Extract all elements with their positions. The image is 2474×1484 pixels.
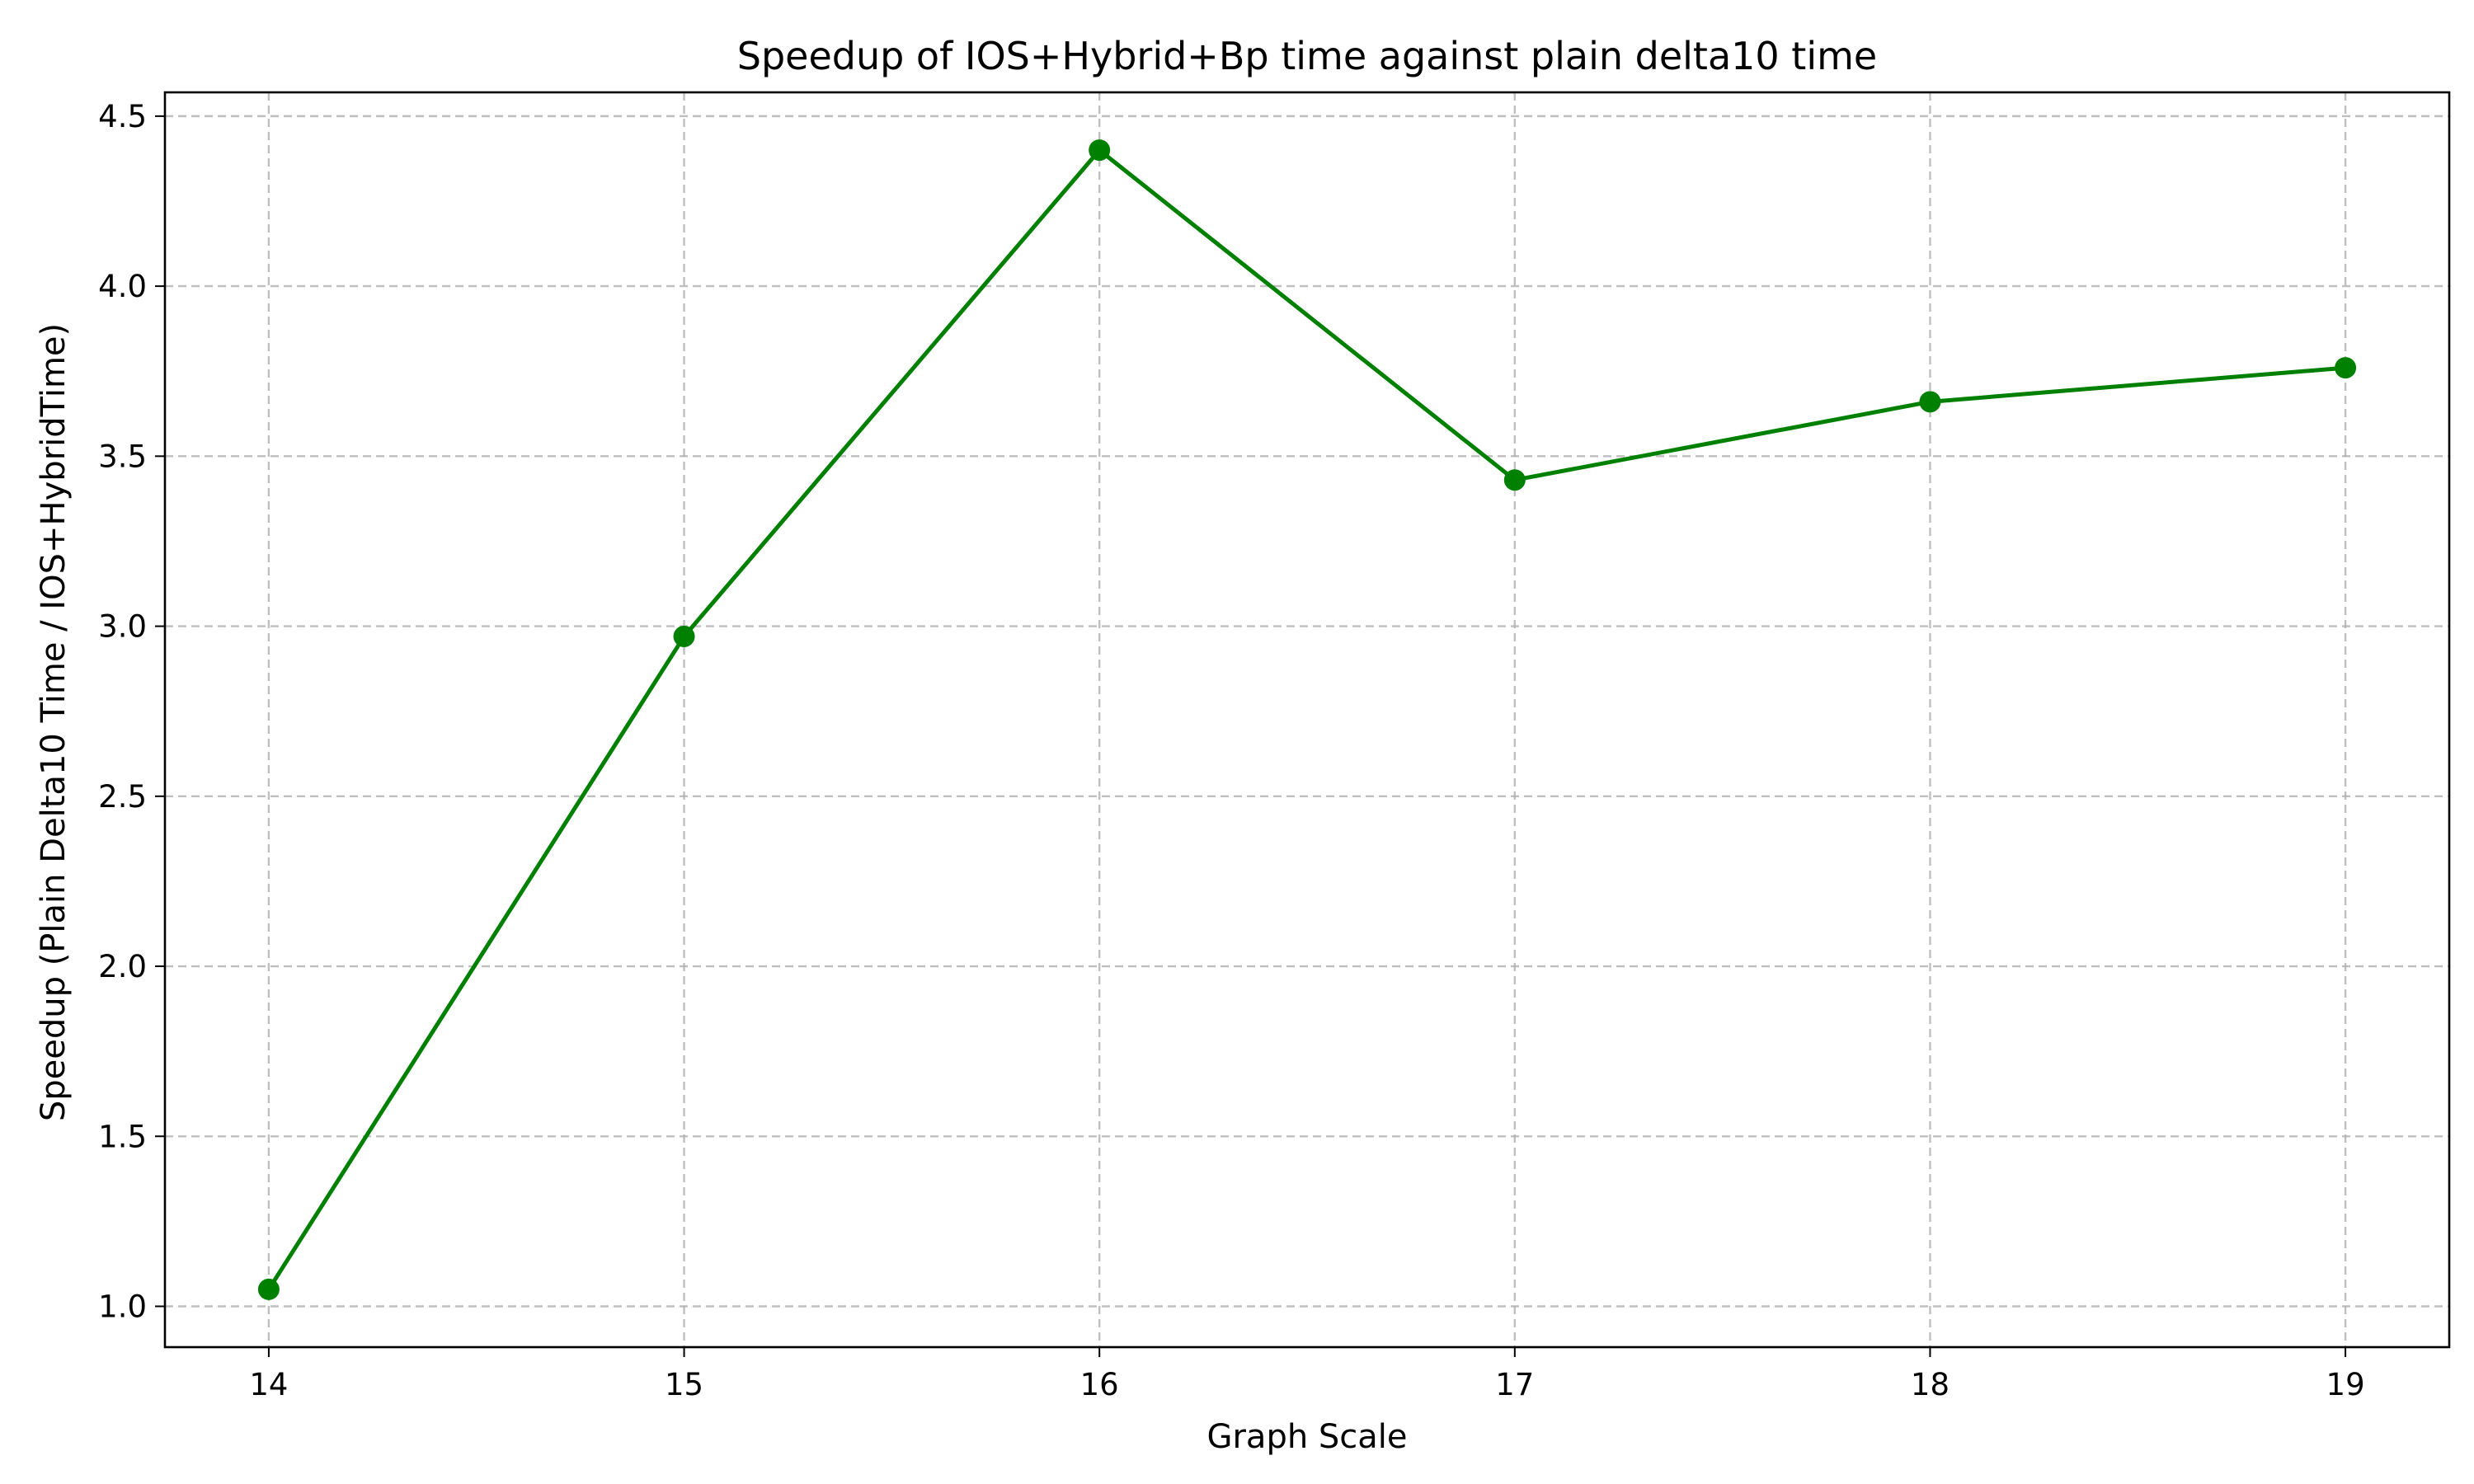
data-point: [257, 1278, 280, 1300]
x-tick-label: 19: [2326, 1367, 2365, 1402]
chart-title: Speedup of IOS+Hybrid+Bp time against pl…: [737, 34, 1877, 78]
y-tick-label: 1.5: [98, 1119, 147, 1154]
y-axis-label: Speedup (Plain Delta10 Time / IOS+Hybrid…: [35, 323, 73, 1121]
x-tick-label: 14: [249, 1367, 288, 1402]
series-line: [266, 148, 2348, 1292]
data-series: [257, 139, 2357, 1300]
y-tick-label: 4.5: [98, 99, 147, 134]
x-axis-ticks: 14 15 16 17 18 19: [249, 1347, 2365, 1402]
y-axis-ticks: 1.0 1.5 2.0 2.5 3.0 3.5 4.0 4.5: [98, 99, 165, 1325]
x-tick-label: 18: [1911, 1367, 1950, 1402]
y-tick-label: 1.0: [98, 1289, 147, 1325]
data-point: [1919, 391, 1941, 413]
x-tick-label: 17: [1495, 1367, 1534, 1402]
data-point: [1503, 469, 1526, 491]
y-tick-label: 2.0: [98, 949, 147, 984]
x-tick-label: 15: [665, 1367, 703, 1402]
y-tick-label: 3.0: [98, 609, 147, 645]
grid-lines: [165, 92, 2449, 1347]
plot-area-frame: [163, 91, 2451, 1349]
y-tick-label: 3.5: [98, 439, 147, 474]
x-axis-label: Graph Scale: [1206, 1418, 1407, 1456]
data-point: [1089, 139, 1111, 162]
y-tick-label: 2.5: [98, 779, 147, 815]
data-point: [2335, 357, 2357, 379]
y-tick-label: 4.0: [98, 269, 147, 304]
x-tick-label: 16: [1080, 1367, 1119, 1402]
data-point: [673, 625, 695, 647]
